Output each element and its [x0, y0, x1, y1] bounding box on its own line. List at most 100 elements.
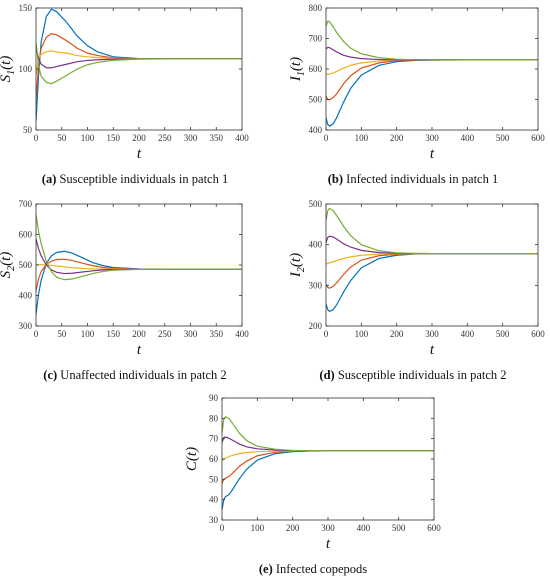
series-line-a-purple — [36, 48, 242, 69]
series-line-a-red — [36, 32, 242, 100]
caption-e-text: Infected copepods — [275, 562, 368, 576]
plot-frame-a — [35, 7, 243, 131]
y-tick-label-e-30: 30 — [209, 515, 219, 525]
x-tick-label-e-500: 500 — [392, 523, 406, 533]
caption-e-letter: (e) — [258, 562, 273, 576]
x-tick-label-c-300: 300 — [184, 329, 198, 339]
chart-panel-b: 0 100 200 300 400 500 600 400 500 600 700 800 t I1(t) — [276, 0, 550, 170]
series-group-b — [326, 20, 538, 127]
y-tick-label-e-50: 50 — [209, 474, 219, 484]
x-tick-label-b-100: 100 — [355, 133, 369, 143]
x-tick-label-b-400: 400 — [461, 133, 475, 143]
series-line-a-yellow — [36, 50, 242, 76]
series-group-c — [36, 214, 242, 315]
x-tick-label-e-100: 100 — [251, 523, 265, 533]
y-tick-label-b-400: 400 — [309, 125, 323, 135]
caption-a-text: Susceptible individuals in patch 1 — [59, 172, 229, 186]
caption-b-letter: (b) — [327, 172, 344, 186]
x-tick-label-c-250: 250 — [158, 329, 172, 339]
x-tick-label-c-200: 200 — [132, 329, 146, 339]
caption-b-text: Infected individuals in patch 1 — [346, 172, 499, 186]
y-axis-label-c: S2(t) — [0, 252, 17, 279]
x-tick-label-a-100: 100 — [81, 133, 95, 143]
svg-text:S2(t): S2(t) — [0, 252, 17, 279]
x-tick-label-a-150: 150 — [107, 133, 121, 143]
x-tick-label-a-400: 400 — [235, 133, 249, 143]
svg-text:S1(t): S1(t) — [0, 56, 17, 83]
svg-text:I1(t): I1(t) — [288, 57, 307, 82]
x-tick-label-b-600: 600 — [531, 133, 545, 143]
x-tick-label-c-0: 0 — [34, 329, 39, 339]
caption-b: (b) Infected individuals in patch 1 — [278, 172, 548, 187]
caption-d: (d) Susceptible individuals in patch 2 — [278, 368, 548, 383]
chart-panel-c: 0 50 100 150 200 250 300 350 400 300 400 500 600 700 t… — [0, 196, 270, 366]
caption-c-text: Unaffected individuals in patch 2 — [60, 368, 227, 382]
series-line-d-green — [326, 207, 538, 255]
series-line-b-blue — [326, 59, 538, 127]
y-tick-label-e-80: 80 — [209, 413, 219, 423]
x-tick-label-d-500: 500 — [496, 329, 510, 339]
y-tick-label-c-300: 300 — [19, 321, 33, 331]
chart-panel-d: 0 100 200 300 400 500 600 200 300 400 500 t I2(t) — [276, 196, 550, 366]
caption-d-text: Susceptible individuals in patch 2 — [337, 368, 507, 382]
series-line-b-yellow — [326, 59, 538, 76]
x-tick-label-c-350: 350 — [210, 329, 224, 339]
y-axis-label-e: C(t) — [184, 447, 200, 471]
chart-b-svg: 0 100 200 300 400 500 600 400 500 600 700 800 t I1(t) — [288, 3, 545, 162]
series-line-e-yellow — [222, 450, 434, 462]
x-tick-label-e-600: 600 — [427, 523, 441, 533]
y-tick-label-b-700: 700 — [309, 34, 323, 44]
x-axis-label-c: t — [137, 342, 142, 358]
x-tick-label-b-0: 0 — [324, 133, 329, 143]
x-tick-label-d-200: 200 — [390, 329, 404, 339]
caption-c: (c) Unaffected individuals in patch 2 — [0, 368, 270, 383]
y-axis-label-d: I2(t) — [288, 253, 307, 278]
svg-text:C(t): C(t) — [184, 447, 200, 471]
x-tick-label-b-200: 200 — [390, 133, 404, 143]
y-tick-label-b-600: 600 — [309, 64, 323, 74]
x-tick-label-e-200: 200 — [286, 523, 300, 533]
x-tick-label-d-600: 600 — [531, 329, 545, 339]
series-line-a-blue — [36, 8, 242, 122]
x-tick-label-a-350: 350 — [210, 133, 224, 143]
chart-e-svg: 0 100 200 300 400 500 600 30 40 50 60 70 80 90 t C(t) — [184, 393, 441, 552]
y-axis-label-a: S1(t) — [0, 56, 17, 83]
series-group-a — [36, 8, 242, 122]
y-tick-label-e-40: 40 — [209, 495, 219, 505]
y-tick-label-d-200: 200 — [309, 321, 323, 331]
y-axis-label-b: I1(t) — [288, 57, 307, 82]
plot-frame-c — [35, 203, 243, 327]
plot-frame-d — [325, 203, 539, 327]
caption-e: (e) Infected copepods — [178, 562, 448, 577]
x-tick-label-b-500: 500 — [496, 133, 510, 143]
caption-c-letter: (c) — [43, 368, 58, 382]
x-tick-label-c-100: 100 — [81, 329, 95, 339]
series-line-e-blue — [222, 450, 434, 510]
x-axis-label-b: t — [430, 146, 435, 162]
series-group-d — [326, 207, 538, 313]
series-line-c-blue — [36, 250, 242, 315]
plot-frame-e — [221, 397, 435, 521]
plot-frame-b — [325, 7, 539, 131]
x-tick-label-c-150: 150 — [107, 329, 121, 339]
y-tick-label-d-500: 500 — [309, 199, 323, 209]
caption-a: (a) Susceptible individuals in patch 1 — [0, 172, 270, 187]
x-tick-label-e-0: 0 — [220, 523, 225, 533]
x-tick-label-a-50: 50 — [57, 133, 67, 143]
x-axis-label-d: t — [430, 342, 435, 358]
x-tick-label-e-400: 400 — [357, 523, 371, 533]
series-line-a-green — [36, 42, 242, 85]
series-line-e-red — [222, 450, 434, 484]
x-tick-label-d-300: 300 — [425, 329, 439, 339]
y-tick-label-c-400: 400 — [19, 291, 33, 301]
series-line-d-purple — [326, 235, 538, 255]
y-tick-label-a-50: 50 — [23, 125, 33, 135]
series-line-b-purple — [326, 46, 538, 61]
x-tick-label-d-100: 100 — [355, 329, 369, 339]
y-tick-label-e-90: 90 — [209, 393, 219, 403]
x-tick-label-a-0: 0 — [34, 133, 39, 143]
chart-c-svg: 0 50 100 150 200 250 300 350 400 300 400 500 600 700 t… — [0, 199, 249, 358]
y-tick-label-c-700: 700 — [19, 199, 33, 209]
chart-panel-e: 0 100 200 300 400 500 600 30 40 50 60 70 80 90 t C(t) — [176, 390, 450, 560]
y-tick-label-a-150: 150 — [19, 3, 33, 13]
